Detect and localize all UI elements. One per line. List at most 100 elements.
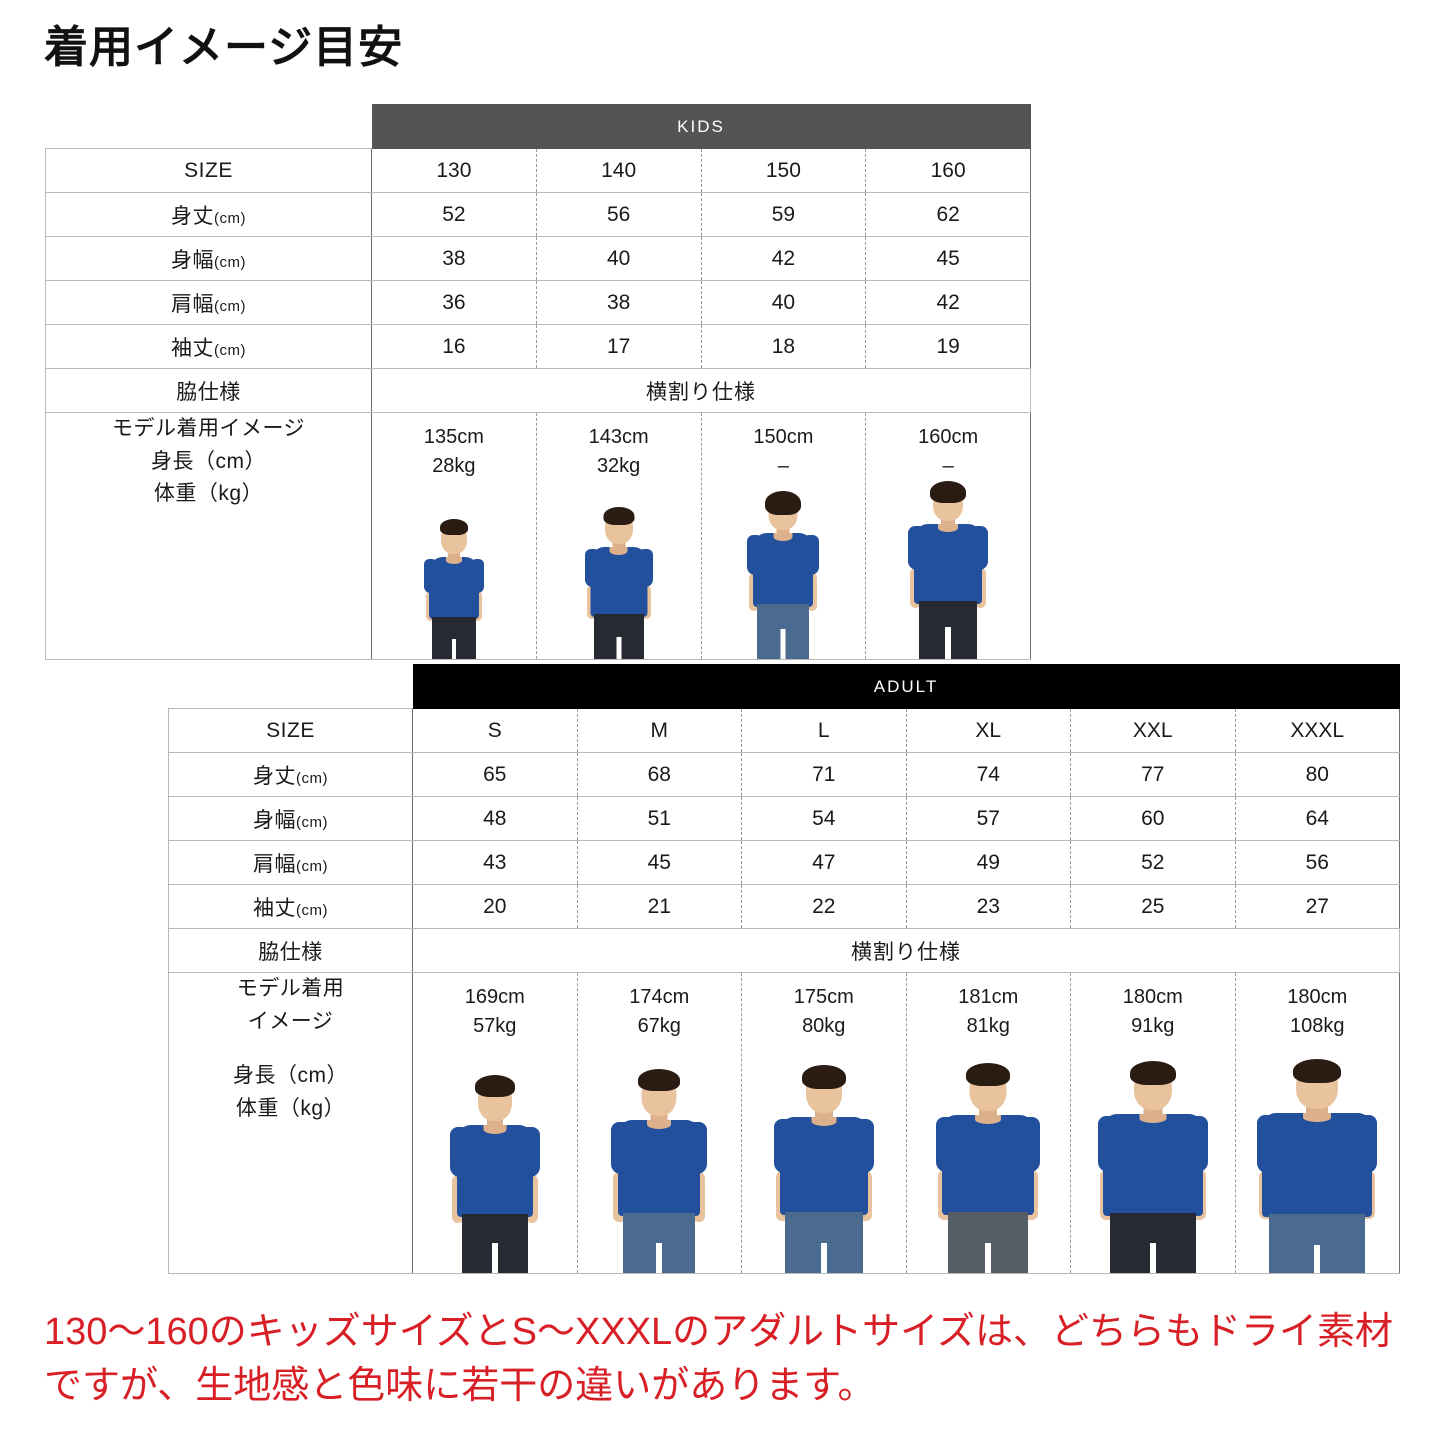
kids-katahaba-140: 38	[535, 280, 702, 325]
adult-model-meta-m: 174cm 67kg	[629, 983, 689, 1041]
kids-model-height-140: 143cm	[588, 426, 649, 448]
kids-band-blank	[45, 104, 372, 149]
kids-size-130: 130	[371, 148, 537, 193]
adult-size-s: S	[412, 708, 578, 753]
kids-model-meta-130: 135cm 28kg	[424, 423, 484, 481]
adult-model-photo-xl	[907, 1041, 1071, 1273]
adult-mitake-l: 71	[741, 752, 907, 797]
adult-model-photo-s	[413, 1041, 577, 1273]
kids-model-cell-140: 143cm 32kg	[535, 412, 702, 660]
adult-model-cell-m: 174cm 67kg	[576, 972, 742, 1274]
adult-row-mihaba: 身幅(cm) 48 51 54 57 60 64	[168, 796, 1400, 841]
adult-model-weight-s: 57kg	[473, 1015, 517, 1037]
adult-model-label-line-3: 身長（cm）	[233, 1064, 348, 1088]
adult-row-label-katahaba: 肩幅(cm)	[168, 840, 413, 885]
adult-model-weight-m: 67kg	[637, 1015, 681, 1037]
adult-model-meta-l: 175cm 80kg	[794, 983, 854, 1041]
adult-mihaba-m: 51	[576, 796, 742, 841]
adult-band-label: ADULT	[412, 664, 1400, 709]
kids-label-text-mitake: 身丈	[171, 204, 214, 228]
adult-model-height-s: 169cm	[464, 986, 525, 1008]
kids-mihaba-150: 42	[700, 236, 867, 281]
kids-row-models: モデル着用イメージ 身長（cm） 体重（kg） 135cm 28kg	[45, 412, 1031, 660]
kids-band-row: KIDS	[45, 104, 1031, 149]
kids-sodetake-160: 19	[865, 324, 1031, 369]
adult-size-label: SIZE	[168, 708, 413, 753]
adult-size-m: M	[576, 708, 742, 753]
kids-model-weight-150: –	[777, 455, 789, 477]
adult-model-photo-xxl	[1071, 1041, 1235, 1273]
kids-model-label-line-3: 体重（kg）	[153, 482, 264, 506]
kids-label-unit-sodetake: (cm)	[214, 341, 246, 359]
adult-model-cell-xl: 181cm 81kg	[905, 972, 1071, 1274]
adult-row-label-mihaba: 身幅(cm)	[168, 796, 413, 841]
adult-size-table: ADULT SIZE S M L XL XXL XXXL 身丈(cm) 65 6…	[168, 664, 1400, 1274]
kids-mihaba-140: 40	[535, 236, 702, 281]
adult-row-spec: 脇仕様 横割り仕様	[168, 928, 1400, 973]
kids-label-unit-mihaba: (cm)	[214, 253, 246, 271]
kids-katahaba-160: 42	[865, 280, 1031, 325]
kids-model-meta-160: 160cm –	[918, 423, 978, 481]
adult-row-katahaba: 肩幅(cm) 43 45 47 49 52 56	[168, 840, 1400, 885]
adult-model-cell-xxxl: 180cm 108kg	[1234, 972, 1400, 1274]
kids-model-meta-150: 150cm –	[753, 423, 813, 481]
adult-katahaba-xl: 49	[905, 840, 1071, 885]
adult-size-header-row: SIZE S M L XL XXL XXXL	[168, 708, 1400, 753]
kids-model-height-130: 135cm	[423, 426, 484, 448]
adult-katahaba-m: 45	[576, 840, 742, 885]
kids-size-150: 150	[700, 148, 867, 193]
adult-row-models: モデル着用 イメージ 身長（cm） 体重（kg） 169cm 57kg	[168, 972, 1400, 1274]
kids-model-photo-130	[372, 481, 536, 659]
adult-label-unit-katahaba: (cm)	[296, 857, 328, 875]
kids-model-label: モデル着用イメージ 身長（cm） 体重（kg）	[45, 412, 372, 660]
kids-row-katahaba: 肩幅(cm) 36 38 40 42	[45, 280, 1031, 325]
kids-size-160: 160	[865, 148, 1031, 193]
kids-model-label-line-2: 身長（cm）	[151, 449, 266, 473]
kids-mitake-150: 59	[700, 192, 867, 237]
kids-model-photo-160	[866, 481, 1030, 659]
adult-sodetake-m: 21	[576, 884, 742, 929]
adult-label-text-katahaba: 肩幅	[253, 852, 296, 876]
kids-model-height-160: 160cm	[918, 426, 979, 448]
adult-band-row: ADULT	[168, 664, 1400, 709]
kids-size-140: 140	[535, 148, 702, 193]
kids-sodetake-140: 17	[535, 324, 702, 369]
kids-spec-label: 脇仕様	[45, 368, 372, 413]
adult-model-weight-l: 80kg	[802, 1015, 846, 1037]
kids-mitake-140: 56	[535, 192, 702, 237]
adult-row-label-sodetake: 袖丈(cm)	[168, 884, 413, 929]
adult-model-weight-xxl: 91kg	[1131, 1015, 1175, 1037]
adult-spec-value: 横割り仕様	[412, 928, 1400, 973]
kids-katahaba-150: 40	[700, 280, 867, 325]
kids-sodetake-150: 18	[700, 324, 867, 369]
adult-model-cell-xxl: 180cm 91kg	[1070, 972, 1236, 1274]
kids-row-mihaba: 身幅(cm) 38 40 42 45	[45, 236, 1031, 281]
adult-size-xl: XL	[905, 708, 1071, 753]
adult-label-unit-mitake: (cm)	[296, 769, 328, 787]
adult-katahaba-l: 47	[741, 840, 907, 885]
kids-model-label-line-1: モデル着用イメージ	[111, 417, 306, 440]
adult-model-meta-s: 169cm 57kg	[465, 983, 525, 1041]
kids-sodetake-130: 16	[371, 324, 537, 369]
adult-label-text-mitake: 身丈	[253, 764, 296, 788]
adult-label-text-mihaba: 身幅	[253, 808, 296, 832]
adult-band-blank	[168, 664, 413, 709]
adult-model-height-xxl: 180cm	[1122, 986, 1183, 1008]
adult-katahaba-xxxl: 56	[1234, 840, 1400, 885]
kids-row-label-katahaba: 肩幅(cm)	[45, 280, 372, 325]
page-title: 着用イメージ目安	[44, 23, 404, 72]
adult-mihaba-xxl: 60	[1070, 796, 1236, 841]
adult-model-photo-xxxl	[1236, 1041, 1400, 1273]
adult-mitake-s: 65	[412, 752, 578, 797]
kids-label-text-katahaba: 肩幅	[171, 292, 214, 316]
adult-spec-label: 脇仕様	[168, 928, 413, 973]
kids-mitake-160: 62	[865, 192, 1031, 237]
kids-label-unit-katahaba: (cm)	[214, 297, 246, 315]
adult-katahaba-s: 43	[412, 840, 578, 885]
adult-model-weight-xl: 81kg	[966, 1015, 1010, 1037]
footer-note: 130〜160のキッズサイズとS〜XXXLのアダルトサイズは、どちらもドライ素材…	[44, 1311, 1394, 1407]
kids-label-text-mihaba: 身幅	[171, 248, 214, 272]
adult-model-label-line-2: イメージ	[247, 1009, 334, 1033]
adult-row-mitake: 身丈(cm) 65 68 71 74 77 80	[168, 752, 1400, 797]
adult-mihaba-s: 48	[412, 796, 578, 841]
